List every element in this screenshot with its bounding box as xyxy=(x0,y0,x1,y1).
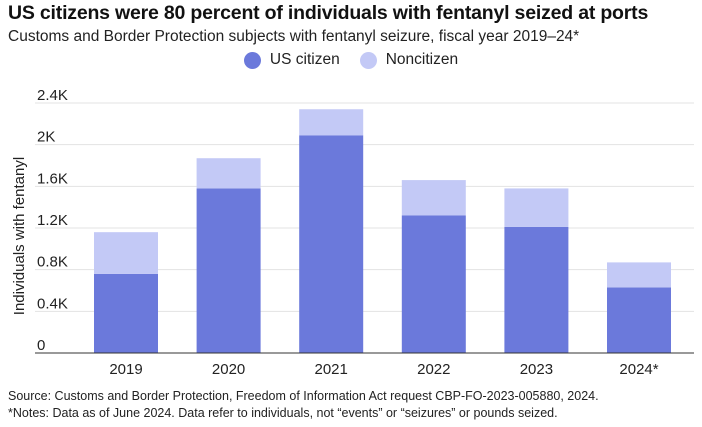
legend-label-noncitizen: Noncitizen xyxy=(385,51,459,68)
y-tick-label-1: 0.4K xyxy=(37,295,68,312)
bar-chart: 0 0.4K 0.8K 1.2K 1.6K 2K 2.4K Individuals with … xyxy=(11,87,694,378)
y-tick-label-4: 1.6K xyxy=(37,170,68,187)
y-tick-label-0: 0 xyxy=(37,337,45,354)
bar-noncitizen-2021 xyxy=(299,109,364,136)
x-tick-label-2019: 2019 xyxy=(109,361,142,378)
x-tick-label-2022: 2022 xyxy=(417,361,450,378)
x-tick-label-2021: 2021 xyxy=(315,361,348,378)
x-tick-label-2023: 2023 xyxy=(520,361,553,378)
legend-swatch-us-citizen xyxy=(243,51,261,69)
legend-item-us-citizen: US citizen xyxy=(243,51,340,69)
legend-label-us-citizen: US citizen xyxy=(269,51,340,68)
notes-text: *Notes: Data as of June 2024. Data refer… xyxy=(8,406,558,420)
bar-us-citizen-2019 xyxy=(94,273,158,353)
y-tick-label-6: 2.4K xyxy=(37,87,68,104)
chart-title: US citizens were 80 percent of individua… xyxy=(8,2,649,24)
legend-item-noncitizen: Noncitizen xyxy=(359,51,459,69)
bar-us-citizen-2022 xyxy=(401,215,466,353)
x-tick-label-2024: 2024* xyxy=(619,361,658,378)
bar-noncitizen-2019 xyxy=(94,232,158,274)
y-tick-label-2: 0.8K xyxy=(37,254,68,271)
y-tick-label-3: 1.2K xyxy=(37,212,68,229)
bar-noncitizen-2023 xyxy=(504,188,569,227)
x-tick-label-2020: 2020 xyxy=(212,361,245,378)
bar-us-citizen-2020 xyxy=(196,188,261,353)
bar-us-citizen-2023 xyxy=(504,226,569,353)
bar-noncitizen-2020 xyxy=(196,158,261,189)
bar-noncitizen-2024 xyxy=(607,262,671,288)
y-axis-title: Individuals with fentanyl xyxy=(11,157,28,315)
bar-us-citizen-2024 xyxy=(607,287,671,353)
chart-subtitle: Customs and Border Protection subjects w… xyxy=(8,28,580,45)
legend-swatch-noncitizen xyxy=(359,51,377,69)
bar-noncitizen-2022 xyxy=(401,180,466,216)
source-note: Source: Customs and Border Protection, F… xyxy=(8,389,599,403)
legend: US citizen Noncitizen xyxy=(0,51,702,69)
y-tick-label-5: 2K xyxy=(37,129,55,146)
bar-us-citizen-2021 xyxy=(299,135,364,353)
